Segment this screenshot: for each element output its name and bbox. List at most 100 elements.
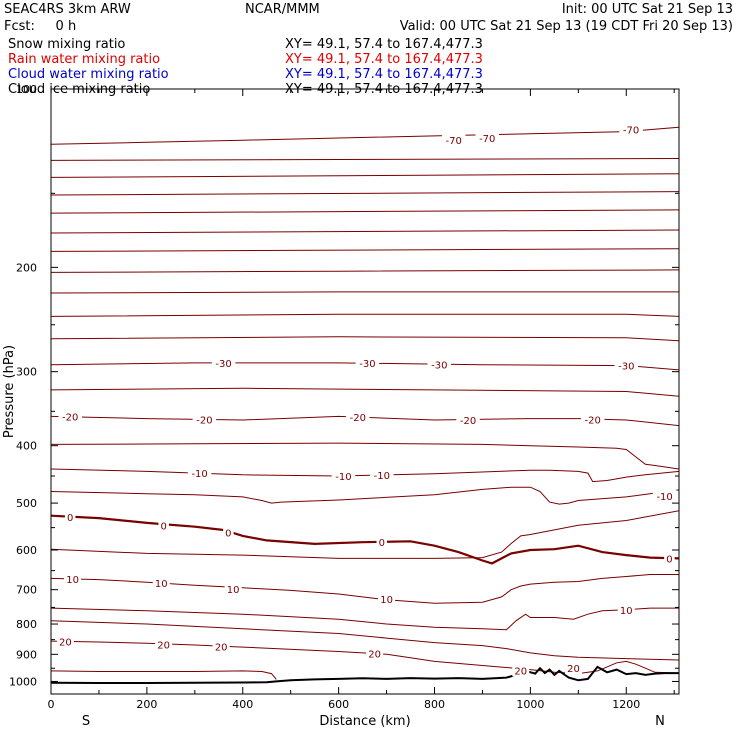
contour-label-bg [346, 411, 370, 424]
contour-label-bg [331, 469, 356, 482]
contour-line-1 [51, 158, 679, 161]
contour-label: 20 [368, 649, 381, 660]
contour-label-bg [565, 662, 583, 675]
contour-label: -70 [479, 134, 495, 145]
contour-line-2 [51, 173, 679, 178]
plot-area: -70 -70 -70 -30 -30 -30 -30 -20 -20 -20 -20 -20 -10 -… [9, 83, 680, 711]
contour-label: 10 [155, 579, 168, 590]
contour-label-bg [512, 664, 530, 677]
forecast-hour: Fcst: 0 h [4, 19, 76, 34]
contour-label-bg [211, 356, 236, 369]
north-end-label: N [655, 714, 665, 729]
contour-line-17 [51, 514, 679, 565]
field-legend-label: Snow mixing ratio [8, 37, 125, 52]
contour-label-bg [427, 358, 452, 371]
contour-line-5 [51, 229, 679, 234]
contour-label: 20 [567, 664, 580, 675]
contour-label-bg [441, 134, 466, 147]
contour-label: 0 [67, 513, 73, 524]
contour-line-7 [51, 269, 679, 273]
y-tick-label: 700 [16, 584, 37, 597]
x-axis-label: Distance (km) [319, 714, 410, 729]
contour-label: 0 [160, 521, 166, 532]
contour-label-bg [158, 519, 169, 532]
field-legend-label: Rain water mixing ratio [8, 52, 160, 67]
contour-label-bg [58, 410, 82, 423]
contour-label-bg [64, 572, 82, 585]
contour-label: -10 [335, 472, 351, 483]
contour-label: -30 [618, 362, 634, 373]
field-legend-label: Cloud water mixing ratio [8, 67, 169, 82]
contour-label-bg [355, 356, 380, 369]
contour-label: -10 [656, 492, 672, 503]
contour-label: 0 [225, 528, 231, 539]
valid-time: Valid: 00 UTC Sat 21 Sep 13 (19 CDT Fri … [400, 19, 733, 34]
y-tick-label: 500 [16, 497, 37, 510]
contour-line-21 [51, 620, 679, 661]
contour-label-bg [376, 536, 388, 549]
contour-label-bg [212, 640, 230, 653]
contour-label: 20 [59, 638, 72, 649]
contour-label-bg [155, 638, 173, 651]
x-tick-label: 1200 [612, 698, 640, 711]
init-time: Init: 00 UTC Sat 21 Sep 13 [562, 2, 733, 17]
contour-label-bg [617, 603, 635, 616]
y-tick-label: 200 [16, 261, 37, 274]
field-legend-xy: XY= 49.1, 57.4 to 167.4,477.3 [285, 37, 483, 52]
contour-label: -20 [62, 412, 78, 423]
contour-line-0 [51, 126, 679, 145]
y-tick-label: 400 [16, 440, 37, 453]
contour-line-23 [51, 670, 277, 680]
terrain-path [51, 665, 679, 684]
south-end-label: S [82, 714, 90, 729]
contour-labels: -70 -70 -70 -30 -30 -30 -30 -20 -20 -20 -20 -20 -10 -… [56, 123, 677, 677]
x-tick-label: 200 [136, 698, 157, 711]
contour-label-bg [223, 526, 234, 539]
contour-lines [51, 126, 679, 680]
y-tick-label: 600 [16, 544, 37, 557]
contour-label: 10 [66, 575, 79, 586]
contour-label-bg [378, 593, 396, 606]
contour-label: -70 [623, 125, 639, 136]
plot-frame [50, 88, 680, 695]
contour-line-15 [51, 468, 679, 483]
contour-line-18 [51, 510, 679, 559]
contour-label-bg [664, 552, 675, 565]
contour-line-20 [51, 607, 679, 631]
model-title: SEAC4RS 3km ARW [4, 2, 131, 17]
contour-line-14 [51, 442, 679, 470]
org-label: NCAR/MMM [245, 2, 320, 17]
contour-label-bg [366, 647, 384, 660]
contour-label: -20 [350, 413, 366, 424]
contour-label: -20 [196, 415, 212, 426]
contour-line-22 [51, 640, 679, 675]
contour-label-bg [56, 635, 74, 648]
contour-line-12 [51, 387, 679, 397]
contour-label: 20 [215, 643, 228, 654]
contour-label: 20 [157, 640, 170, 651]
field-legend-xy: XY= 49.1, 57.4 to 167.4,477.3 [285, 52, 483, 67]
contour-line-13 [51, 415, 679, 427]
y-tick-label: 100 [16, 83, 37, 96]
contour-label: 0 [379, 538, 385, 549]
contour-label-bg [456, 414, 480, 427]
contour-label: -30 [215, 359, 231, 370]
contour-label-bg [614, 359, 639, 372]
y-tick-label: 1000 [9, 675, 37, 688]
contour-label: 0 [666, 554, 672, 565]
x-tick-label: 400 [232, 698, 253, 711]
contour-label: -30 [359, 359, 375, 370]
contour-label-bg [224, 582, 242, 595]
y-tick-label: 800 [16, 618, 37, 631]
contour-label-bg [187, 467, 212, 480]
contour-line-6 [51, 248, 679, 252]
x-tick-label: 600 [328, 698, 349, 711]
y-tick-label: 900 [16, 648, 37, 661]
contour-label: -20 [460, 416, 476, 427]
terrain-line [51, 665, 679, 684]
contour-label-bg [152, 576, 170, 589]
x-axis: 0 200 400 600 800 1000 1200 [48, 89, 675, 711]
x-tick-label: 1000 [516, 698, 544, 711]
contour-label-bg [652, 489, 677, 502]
